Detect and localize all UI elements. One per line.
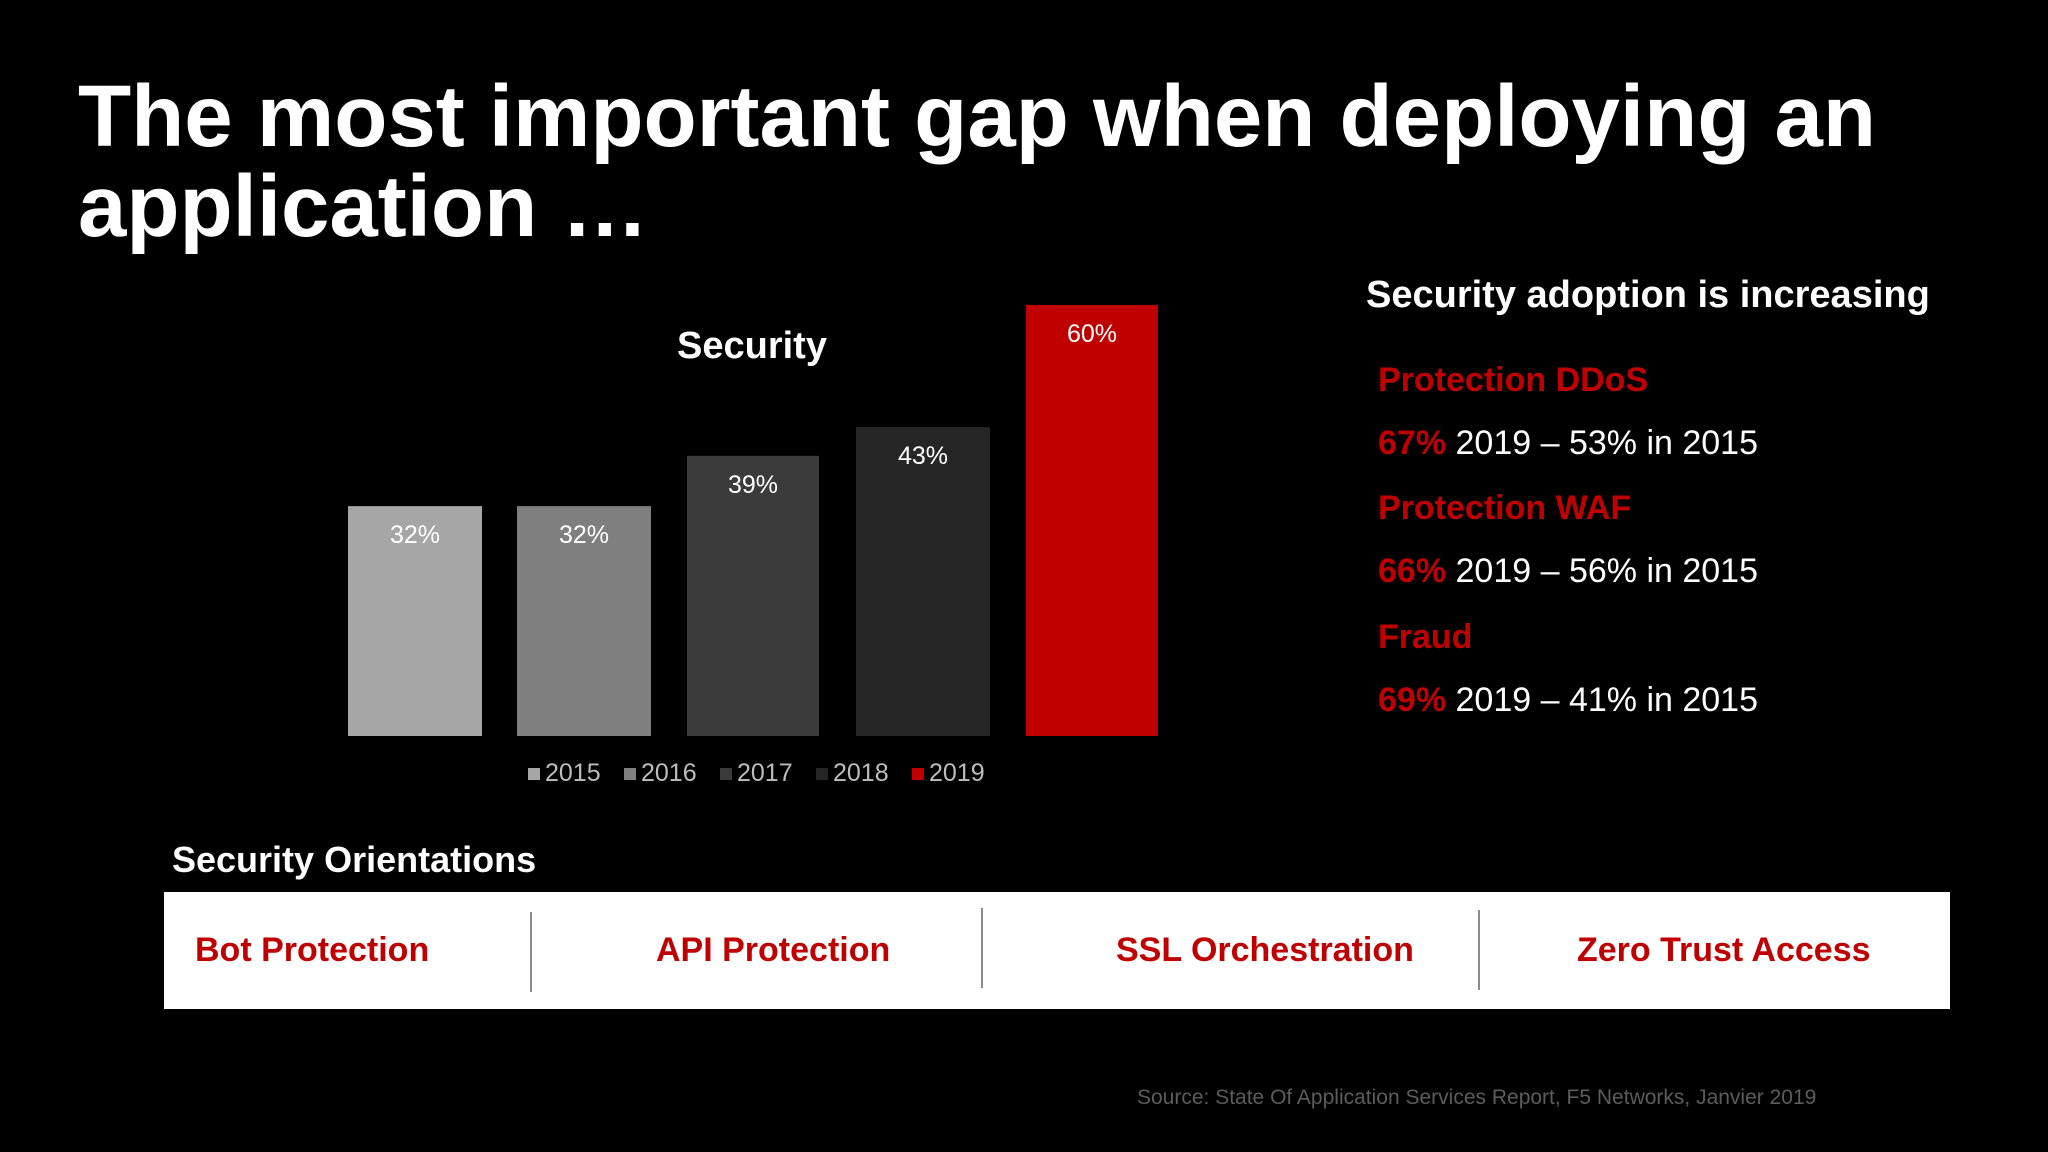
orientations-box: Bot Protection API Protection SSL Orches… bbox=[164, 892, 1950, 1009]
legend-swatch bbox=[624, 768, 636, 780]
adoption-panel: Security adoption is increasing Protecti… bbox=[1366, 272, 2006, 720]
bar-2017 bbox=[687, 455, 819, 736]
orientations-heading: Security Orientations bbox=[172, 839, 537, 880]
slide-title: The most important gap when deploying an… bbox=[78, 68, 1877, 255]
orientation-api-protection: API Protection bbox=[656, 931, 891, 969]
orientation-ssl-orchestration: SSL Orchestration bbox=[1116, 931, 1414, 969]
legend-label: 2015 bbox=[545, 759, 601, 787]
legend-label: 2018 bbox=[833, 759, 889, 787]
orientation-divider bbox=[1478, 910, 1480, 990]
stat-waf: Protection WAF 66% 2019 – 56% in 2015 bbox=[1378, 488, 2006, 591]
stat-name: Protection DDoS bbox=[1378, 361, 1649, 399]
chart-title: Security bbox=[677, 325, 827, 367]
legend-label: 2019 bbox=[929, 759, 985, 787]
stat-pct: 66% bbox=[1378, 552, 1447, 590]
adoption-stats: Protection DDoS 67% 2019 – 53% in 2015 P… bbox=[1378, 360, 2006, 720]
bar-value-label: 32% bbox=[559, 521, 609, 549]
legend-label: 2017 bbox=[737, 759, 793, 787]
bar-2018 bbox=[856, 427, 990, 736]
stat-rest: 2019 – 53% in 2015 bbox=[1446, 424, 1759, 462]
adoption-heading: Security adoption is increasing bbox=[1366, 274, 1930, 316]
orientation-zero-trust-access: Zero Trust Access bbox=[1577, 931, 1871, 969]
stat-rest: 2019 – 41% in 2015 bbox=[1446, 681, 1759, 719]
orientation-divider bbox=[530, 912, 532, 992]
stat-line: 69% 2019 – 41% in 2015 bbox=[1378, 680, 2006, 720]
stat-fraud: Fraud 69% 2019 – 41% in 2015 bbox=[1378, 617, 2006, 720]
bar-2019 bbox=[1026, 305, 1158, 736]
legend-swatch bbox=[528, 768, 540, 780]
bar-value-label: 39% bbox=[728, 471, 778, 499]
legend-label: 2016 bbox=[641, 759, 697, 787]
source-note: Source: State Of Application Services Re… bbox=[1137, 1086, 1817, 1109]
stat-ddos: Protection DDoS 67% 2019 – 53% in 2015 bbox=[1378, 360, 2006, 463]
bar-value-label: 32% bbox=[390, 521, 440, 549]
legend-swatch bbox=[720, 768, 732, 780]
orientation-divider bbox=[981, 908, 983, 988]
stat-pct: 67% bbox=[1378, 424, 1447, 462]
legend-swatch bbox=[912, 768, 924, 780]
stat-rest: 2019 – 56% in 2015 bbox=[1446, 552, 1759, 590]
bar-value-label: 60% bbox=[1067, 320, 1117, 348]
bar-2015 bbox=[348, 506, 482, 736]
bar-2016 bbox=[517, 506, 651, 736]
stat-name: Fraud bbox=[1378, 618, 1473, 656]
stat-name: Protection WAF bbox=[1378, 489, 1632, 527]
stat-line: 66% 2019 – 56% in 2015 bbox=[1378, 551, 2006, 591]
legend-swatch bbox=[816, 768, 828, 780]
stat-line: 67% 2019 – 53% in 2015 bbox=[1378, 423, 2006, 463]
stat-pct: 69% bbox=[1378, 681, 1447, 719]
orientation-bot-protection: Bot Protection bbox=[195, 931, 430, 969]
bar-value-label: 43% bbox=[898, 442, 948, 470]
